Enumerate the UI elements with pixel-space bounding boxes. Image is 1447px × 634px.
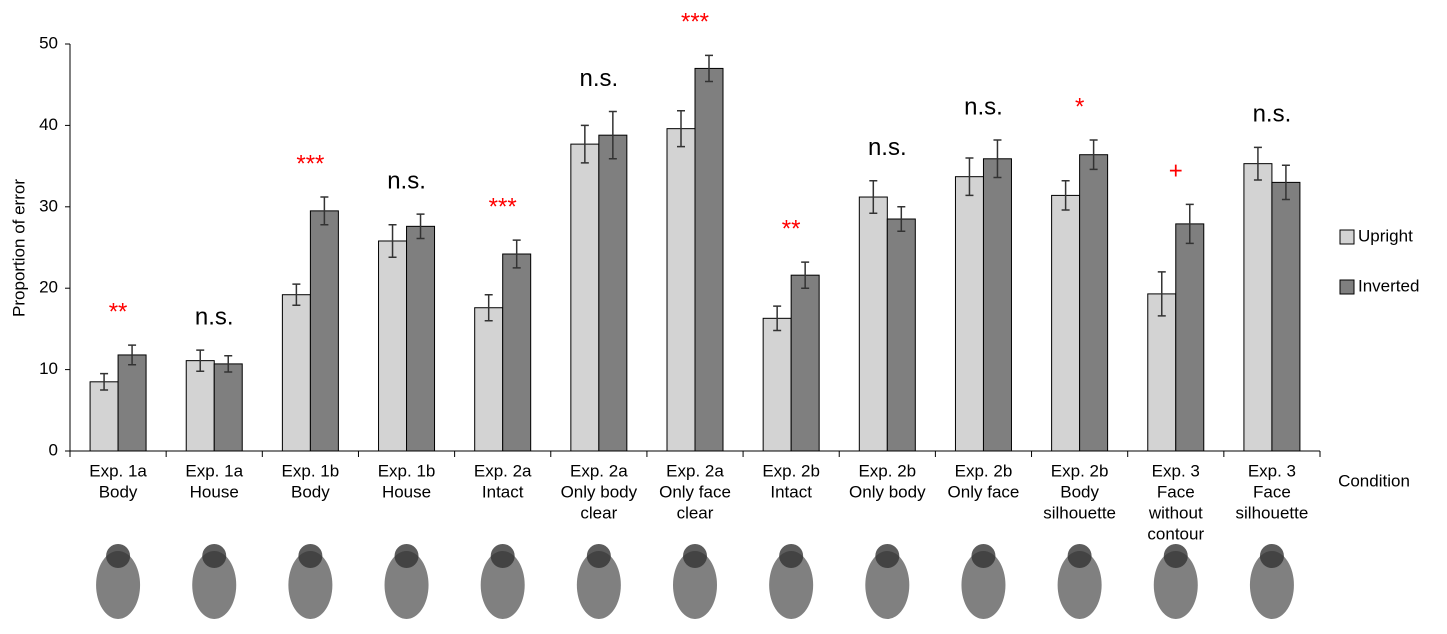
x-tick-label: without	[1148, 503, 1203, 522]
x-tick-label: Exp. 3	[1248, 461, 1296, 480]
x-tick-label: Exp. 2b	[955, 461, 1013, 480]
significance-label: n.s.	[387, 167, 426, 194]
x-tick-label: Exp. 2b	[762, 461, 820, 480]
x-tick-label: Exp. 1a	[89, 461, 147, 480]
x-tick-label: Face	[1253, 482, 1291, 501]
bar	[282, 295, 310, 451]
x-tick-label: Body	[291, 482, 330, 501]
y-tick-label: 20	[39, 278, 58, 297]
bar	[475, 308, 503, 451]
bar	[1148, 294, 1176, 451]
significance-label: ***	[489, 194, 517, 221]
x-tick-label: Exp. 2a	[474, 461, 532, 480]
stimulus-image	[875, 544, 899, 568]
x-tick-label: Only face	[948, 482, 1020, 501]
stimulus-image	[683, 544, 707, 568]
x-tick-label: Exp. 1b	[378, 461, 436, 480]
bar	[90, 382, 118, 451]
x-axis-label: Condition	[1338, 471, 1410, 490]
bar	[791, 275, 819, 451]
bar	[571, 144, 599, 451]
stimulus-image	[1164, 544, 1188, 568]
bar	[503, 254, 531, 451]
significance-label: n.s.	[868, 134, 907, 161]
significance-label: n.s.	[580, 65, 619, 92]
x-tick-label: Intact	[482, 482, 524, 501]
x-tick-label: Exp. 3	[1152, 461, 1200, 480]
stimulus-image	[971, 544, 995, 568]
x-tick-label: silhouette	[1043, 503, 1116, 522]
stimulus-image	[395, 544, 419, 568]
bar	[695, 68, 723, 451]
stimulus-image	[202, 544, 226, 568]
x-tick-label: Exp. 2a	[666, 461, 724, 480]
y-tick-label: 40	[39, 115, 58, 134]
stimulus-image	[1068, 544, 1092, 568]
legend-swatch	[1340, 230, 1354, 244]
y-axis-label: Proportion of error	[9, 179, 28, 317]
chart: Proportion of error Condition 0 10 20 30 40 5…	[0, 0, 1447, 634]
x-tick-label: Exp. 2b	[1051, 461, 1109, 480]
y-tick-label: 30	[39, 196, 58, 215]
x-tick-label: clear	[580, 503, 617, 522]
stimulus-image	[106, 544, 130, 568]
x-tick-label: Exp. 2b	[858, 461, 916, 480]
significance-label: **	[782, 215, 801, 242]
y-tick-label: 50	[39, 33, 58, 52]
x-tick-label: silhouette	[1236, 503, 1309, 522]
legend-swatch	[1340, 280, 1354, 294]
bar	[118, 355, 146, 451]
significance-label: ***	[296, 150, 324, 177]
stimulus-image	[491, 544, 515, 568]
x-tick-label: contour	[1147, 524, 1204, 543]
x-tick-label: Exp. 1b	[282, 461, 340, 480]
bar	[310, 211, 338, 451]
bar	[1080, 155, 1108, 451]
y-tick-label: 0	[49, 440, 58, 459]
stimulus-image	[1260, 544, 1284, 568]
stimulus-image	[298, 544, 322, 568]
legend-label: Inverted	[1358, 276, 1419, 295]
bar	[955, 177, 983, 451]
legend-label: Upright	[1358, 226, 1413, 245]
significance-label: +	[1169, 158, 1183, 185]
significance-label: ***	[681, 9, 709, 36]
x-tick-label: Face	[1157, 482, 1195, 501]
bar	[407, 226, 435, 451]
bar	[859, 197, 887, 451]
x-tick-label: Only face	[659, 482, 731, 501]
x-tick-label: Only body	[561, 482, 638, 501]
bar	[186, 361, 214, 451]
significance-label: n.s.	[964, 93, 1003, 120]
bar	[1244, 164, 1272, 451]
stimulus-image	[587, 544, 611, 568]
bar	[667, 129, 695, 451]
x-tick-label: Intact	[770, 482, 812, 501]
bar	[599, 135, 627, 451]
significance-label: *	[1075, 93, 1084, 120]
significance-label: **	[109, 299, 128, 326]
x-tick-label: House	[382, 482, 431, 501]
bar	[983, 159, 1011, 451]
x-tick-label: Body	[99, 482, 138, 501]
bar	[1272, 182, 1300, 451]
bar	[763, 318, 791, 451]
significance-label: n.s.	[1253, 101, 1292, 128]
bar	[379, 241, 407, 451]
x-tick-label: Only body	[849, 482, 926, 501]
y-tick-label: 10	[39, 359, 58, 378]
bar	[1176, 224, 1204, 451]
x-tick-label: Exp. 2a	[570, 461, 628, 480]
stimulus-image	[779, 544, 803, 568]
x-tick-label: House	[190, 482, 239, 501]
bar	[887, 219, 915, 451]
bar	[214, 364, 242, 451]
significance-label: n.s.	[195, 303, 234, 330]
bar	[1052, 195, 1080, 451]
x-tick-label: clear	[677, 503, 714, 522]
x-tick-label: Exp. 1a	[185, 461, 243, 480]
x-tick-label: Body	[1060, 482, 1099, 501]
